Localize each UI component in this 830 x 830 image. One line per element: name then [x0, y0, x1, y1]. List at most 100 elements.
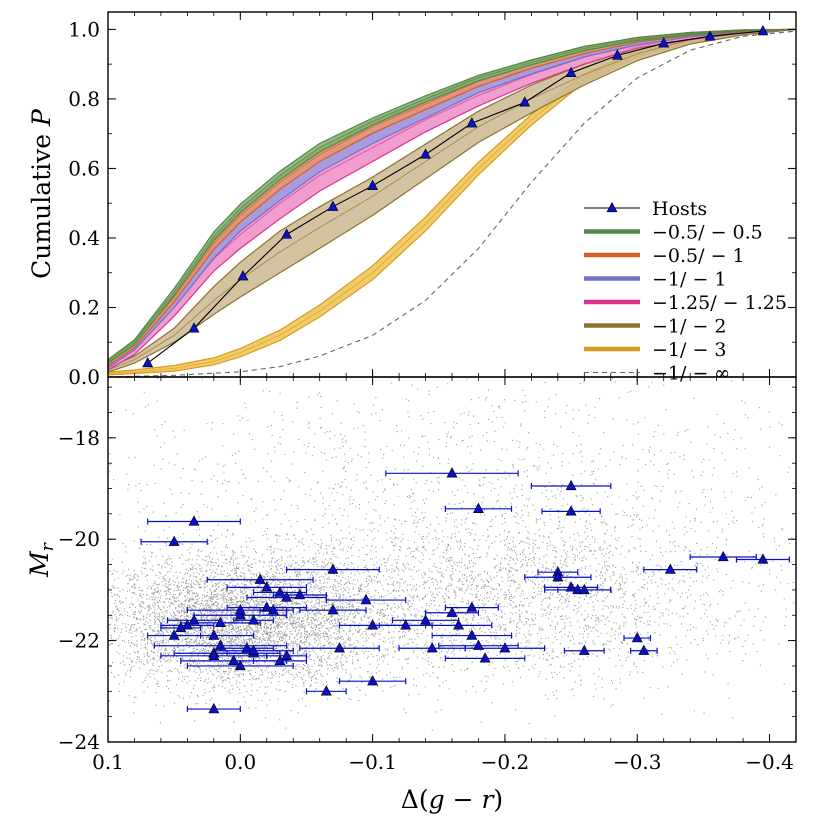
hosts-cumulative-point	[611, 49, 623, 60]
host-point	[631, 631, 643, 643]
top-lines	[107, 24, 797, 378]
hosts-cumulative-point	[658, 37, 670, 48]
bottom-y-axis-label: Mr	[25, 542, 58, 578]
host-point	[466, 601, 478, 612]
host-point	[241, 642, 253, 653]
host-points	[140, 467, 790, 714]
line-minus1-inf	[107, 30, 797, 378]
legend-label: −1/ − 1	[652, 269, 727, 291]
top-panel: 0.0 0.2 0.4 0.6 0.8 1.0 Hosts−0.5/ − 0.5−0.5/…	[68, 12, 797, 389]
hosts-cumulative-point	[466, 117, 478, 128]
top-y-axis-label-p: P	[27, 108, 56, 127]
legend: Hosts−0.5/ − 0.5−0.5/ − 1−1/ − 1−1.25/ −…	[584, 198, 787, 385]
host-point	[168, 535, 180, 546]
hosts-cumulative-point	[327, 200, 339, 211]
host-point	[565, 505, 577, 516]
top-y-tick-label: 0.8	[68, 87, 100, 111]
hosts-cumulative-point	[420, 148, 431, 159]
host-point	[215, 639, 226, 650]
x-tick-label: 0.1	[92, 750, 124, 774]
host-point	[261, 601, 273, 612]
hosts-cumulative-point	[281, 228, 293, 239]
host-point	[208, 702, 220, 714]
bottom-y-axis-label-sub: r	[38, 542, 58, 551]
host-point	[215, 616, 226, 628]
host-point	[208, 629, 220, 640]
x-axis-label-g: g	[429, 785, 445, 814]
legend-label: −0.5/ − 1	[652, 245, 745, 267]
host-point	[572, 583, 584, 595]
host-point	[188, 614, 200, 625]
x-tick-label: −0.3	[613, 750, 662, 774]
host-point	[281, 591, 293, 602]
host-point	[181, 619, 193, 630]
x-axis-label-r: r	[481, 785, 495, 814]
host-point	[248, 614, 259, 625]
x-tick-label: −0.2	[481, 750, 530, 774]
top-y-tick-label: 0.2	[68, 295, 100, 319]
x-axis-label-minus: −	[445, 785, 482, 814]
bottom-y-tick-label: −20	[58, 527, 100, 551]
host-point	[254, 573, 266, 584]
host-point	[757, 553, 769, 564]
host-point	[453, 619, 465, 630]
background-galaxy-points	[108, 377, 797, 740]
legend-label: −1/ − ∞	[652, 363, 730, 385]
x-tick-label: −0.1	[348, 750, 397, 774]
bottom-frame	[107, 376, 797, 743]
x-axis-label-part-1: Δ(	[401, 785, 429, 814]
host-point	[400, 619, 412, 630]
host-point	[274, 654, 286, 666]
host-point	[466, 629, 478, 640]
x-tick-label: 0.0	[224, 750, 256, 774]
host-point	[360, 593, 372, 605]
bottom-panel: −18 −20 −22 −240.1 0.0 −0.1 −0.2 −0.3 −0.4	[58, 377, 797, 774]
x-axis-label: Δ(g − r)	[401, 785, 503, 814]
host-point	[188, 515, 200, 526]
host-point	[367, 675, 379, 686]
hosts-cumulative-point	[188, 322, 200, 333]
host-point	[234, 659, 246, 671]
host-point	[261, 581, 273, 592]
hosts-cumulative-point	[704, 30, 716, 41]
host-point	[479, 652, 491, 663]
host-point	[334, 642, 345, 653]
hosts-cumulative-line	[147, 30, 763, 364]
host-point	[578, 583, 590, 595]
hosts-cumulative-point	[519, 96, 531, 107]
background-points	[108, 377, 797, 740]
top-y-tick-label: 0.4	[68, 226, 100, 250]
host-point	[473, 639, 484, 650]
top-bands	[107, 28, 797, 376]
host-point	[578, 644, 590, 655]
host-point	[267, 604, 279, 615]
host-point	[426, 642, 438, 653]
legend-label: −0.5/ − 0.5	[652, 222, 763, 244]
host-point	[327, 604, 339, 615]
host-point	[327, 563, 339, 574]
host-point	[175, 621, 187, 633]
bottom-y-axis-label-m: M	[25, 550, 54, 578]
host-point	[664, 563, 676, 574]
hosts-cumulative-point	[142, 356, 154, 368]
hosts-cumulative-point	[237, 270, 249, 281]
host-point	[552, 571, 564, 582]
legend-label: −1/ − 3	[652, 339, 727, 361]
host-point	[446, 467, 458, 478]
top-y-tick-label: 0.6	[68, 156, 100, 180]
hosts-cumulative-point	[757, 24, 769, 36]
legend-hosts-marker	[606, 201, 618, 213]
host-point	[234, 604, 246, 615]
top-y-tick-label: 1.0	[68, 17, 100, 41]
legend-label: −1.25/ − 1.25	[652, 292, 787, 314]
legend-label: −1/ − 2	[652, 316, 727, 338]
host-point	[473, 502, 484, 513]
top-y-axis-label-text: Cumulative	[27, 126, 56, 279]
hosts-cumulative-point	[565, 66, 577, 77]
band-median--0.5/-0.5	[107, 28, 797, 362]
bottom-y-tick-label: −22	[58, 629, 100, 653]
band--1/-2	[107, 28, 797, 373]
bottom-y-tick-label: −24	[58, 730, 100, 754]
host-point	[420, 614, 431, 625]
